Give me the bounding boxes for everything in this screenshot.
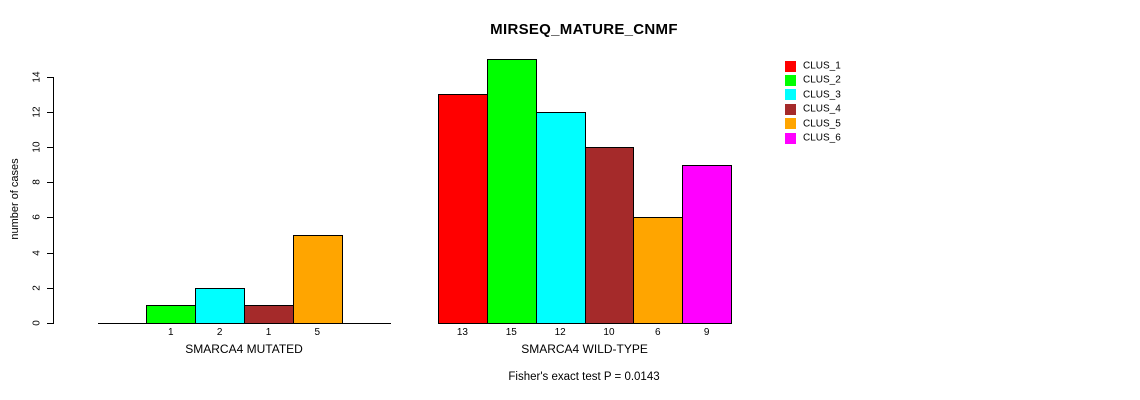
bar-value-label: 1 [265, 327, 272, 338]
legend-swatch-clus_4 [785, 103, 796, 115]
bar-value-label: 13 [456, 327, 468, 338]
y-axis-tick [47, 252, 54, 254]
y-axis-tick-label: 10 [31, 141, 43, 153]
bar-clus_4 [584, 147, 635, 324]
y-axis-tick [47, 111, 54, 113]
y-axis-tick [47, 323, 54, 324]
legend-label: CLUS_1 [803, 60, 841, 72]
bar-value-label: 15 [505, 327, 517, 338]
group-label: SMARCA4 MUTATED [185, 342, 303, 356]
legend-label: CLUS_3 [803, 89, 841, 101]
group-label: SMARCA4 WILD-TYPE [521, 342, 648, 356]
bar-clus_2 [486, 59, 537, 324]
bar-value-label: 2 [216, 327, 223, 338]
legend-swatch-clus_2 [785, 74, 796, 86]
fisher-test-footnote: Fisher's exact test P = 0.0143 [508, 371, 660, 383]
bar-value-label: 9 [703, 327, 710, 338]
bar-value-label: 10 [603, 327, 615, 338]
bar-clus_4 [244, 305, 294, 324]
legend-label: CLUS_2 [803, 74, 841, 86]
y-axis-tick [47, 147, 54, 148]
bar-value-label: 1 [167, 327, 174, 338]
y-axis-tick-label: 0 [31, 320, 43, 326]
legend-label: CLUS_4 [803, 103, 841, 115]
y-axis-tick [47, 287, 54, 289]
bar-value-label: 6 [655, 327, 661, 338]
y-axis-tick [47, 217, 54, 219]
y-axis-tick-label: 4 [31, 249, 43, 256]
legend-swatch-clus_6 [785, 132, 796, 144]
y-axis-line [53, 76, 54, 323]
y-axis-tick [47, 76, 54, 78]
y-axis-label: number of cases [9, 158, 21, 240]
legend-label: CLUS_5 [803, 118, 841, 130]
bar-clus_3 [195, 287, 246, 324]
bar-clus_5 [633, 217, 684, 324]
bar-value-label: 5 [314, 327, 321, 338]
y-axis-tick-label: 12 [31, 106, 43, 118]
legend-swatch-clus_3 [785, 89, 796, 101]
legend-swatch-clus_1 [785, 60, 796, 72]
bar-clus_5 [292, 235, 343, 324]
chart-title: MIRSEQ_MATURE_CNMF [490, 21, 678, 38]
legend-label: CLUS_6 [803, 132, 841, 144]
bar-value-label: 12 [554, 327, 566, 338]
y-axis-tick [47, 182, 54, 184]
legend-swatch-clus_5 [785, 118, 796, 130]
y-axis-tick-label: 2 [31, 285, 43, 291]
bar-clus_3 [535, 111, 586, 324]
y-axis-tick-label: 6 [31, 214, 43, 221]
bar-clus_6 [682, 164, 733, 324]
bar-clus_1 [438, 94, 488, 324]
y-axis-tick-label: 14 [31, 71, 43, 83]
y-axis-tick-label: 8 [31, 179, 43, 185]
bar-clus_2 [146, 305, 197, 324]
